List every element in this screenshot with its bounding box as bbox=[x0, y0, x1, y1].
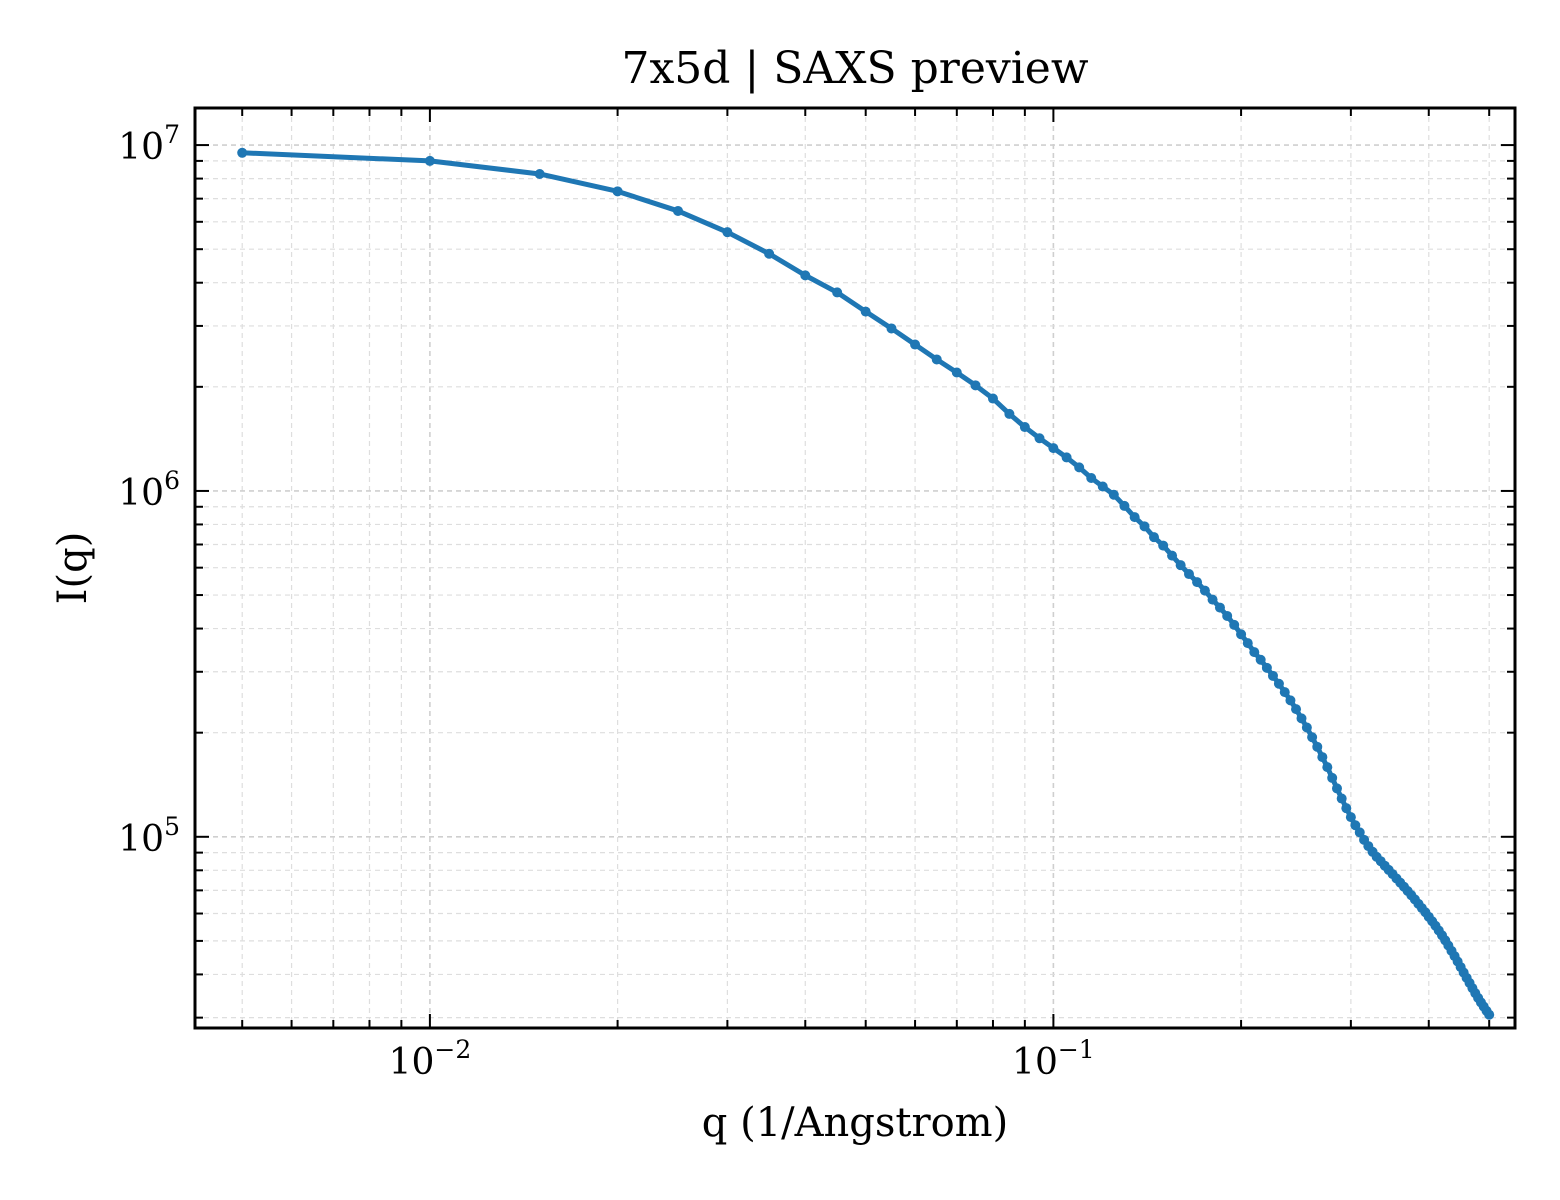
data-point bbox=[1061, 452, 1072, 463]
data-point bbox=[1285, 695, 1296, 706]
data-point bbox=[1261, 662, 1272, 673]
tick-labels: 10−2 10−1 105 106 107 bbox=[118, 120, 1094, 1083]
data-point bbox=[1139, 521, 1150, 532]
data-point bbox=[1354, 827, 1365, 838]
data-point bbox=[1214, 602, 1225, 613]
data-point bbox=[1317, 752, 1328, 763]
data-point bbox=[1255, 654, 1266, 665]
grid bbox=[195, 108, 1515, 1028]
data-point bbox=[534, 168, 545, 179]
data-point bbox=[1183, 569, 1194, 580]
data-point bbox=[1119, 500, 1130, 511]
data-point bbox=[1267, 670, 1278, 681]
data-series bbox=[237, 147, 1495, 1020]
data-point bbox=[764, 248, 775, 259]
data-point bbox=[970, 380, 981, 391]
data-point bbox=[1322, 762, 1333, 773]
data-point bbox=[1336, 793, 1347, 804]
data-point bbox=[1167, 550, 1178, 561]
x-tick-label: 10−1 bbox=[1012, 1035, 1095, 1083]
data-point bbox=[1249, 647, 1260, 658]
y-tick-label: 105 bbox=[118, 812, 180, 860]
data-point bbox=[1273, 678, 1284, 689]
chart-title: 7x5d | SAXS preview bbox=[621, 43, 1088, 94]
data-point bbox=[1175, 560, 1186, 571]
data-point bbox=[1158, 540, 1169, 551]
data-point bbox=[987, 393, 998, 404]
data-point bbox=[951, 367, 962, 378]
data-point bbox=[1279, 687, 1290, 698]
data-point bbox=[673, 205, 684, 216]
y-tick-label: 106 bbox=[118, 466, 180, 514]
data-point bbox=[1097, 481, 1108, 492]
data-point bbox=[931, 354, 942, 365]
data-point bbox=[1108, 489, 1119, 500]
data-point bbox=[860, 306, 871, 317]
data-point bbox=[1222, 610, 1233, 621]
data-point bbox=[1345, 812, 1356, 823]
data-point bbox=[1327, 772, 1338, 783]
data-point bbox=[1236, 629, 1247, 640]
data-point bbox=[1291, 704, 1302, 715]
data-point bbox=[910, 339, 921, 350]
x-tick-label: 10−2 bbox=[389, 1035, 472, 1083]
data-point bbox=[1019, 422, 1030, 433]
data-point bbox=[1341, 803, 1352, 814]
data-point bbox=[1242, 638, 1253, 649]
data-point bbox=[1307, 732, 1318, 743]
data-point bbox=[1207, 594, 1218, 605]
data-point bbox=[1129, 512, 1140, 523]
data-point bbox=[832, 287, 843, 298]
data-point bbox=[1484, 1009, 1495, 1020]
data-point bbox=[1086, 472, 1097, 483]
data-point bbox=[1192, 577, 1203, 588]
data-point bbox=[612, 186, 623, 197]
data-point bbox=[1048, 443, 1059, 454]
data-point bbox=[1199, 585, 1210, 596]
data-point bbox=[237, 147, 248, 158]
data-point bbox=[424, 155, 435, 166]
data-point bbox=[1074, 462, 1085, 473]
data-point bbox=[1312, 741, 1323, 752]
data-point bbox=[1296, 713, 1307, 724]
y-tick-label: 107 bbox=[118, 120, 180, 168]
data-point bbox=[1149, 532, 1160, 543]
data-point bbox=[1004, 408, 1015, 419]
data-point bbox=[1301, 722, 1312, 733]
data-point bbox=[886, 323, 897, 334]
data-point bbox=[1034, 433, 1045, 444]
x-axis-title: q (1/Angstrom) bbox=[702, 1100, 1008, 1146]
data-point bbox=[722, 227, 733, 238]
data-point bbox=[800, 270, 811, 281]
plot-frame bbox=[193, 106, 1517, 1030]
y-axis-title: I(q) bbox=[50, 532, 96, 605]
data-point bbox=[1331, 783, 1342, 794]
data-point bbox=[1229, 619, 1240, 630]
